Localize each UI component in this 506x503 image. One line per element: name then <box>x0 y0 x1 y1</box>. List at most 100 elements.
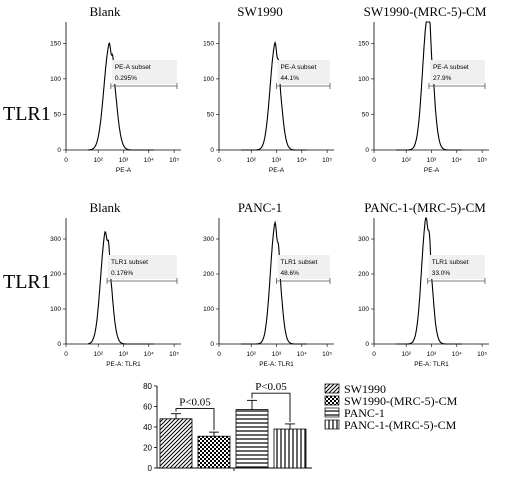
row-label-top: TLR1 <box>3 103 51 125</box>
y-tick-label: 100 <box>203 76 214 83</box>
y-tick-label: 0 <box>57 341 61 348</box>
significance-bracket <box>251 392 291 422</box>
x-tick-label: 10⁵ <box>322 351 332 358</box>
x-tick-label: 10³ <box>427 157 437 164</box>
x-tick-label: 10² <box>401 351 411 358</box>
x-tick-label: 10³ <box>427 351 437 358</box>
y-tick-label: 100 <box>50 306 61 313</box>
gate-label-box <box>108 255 177 279</box>
y-tick-label: 0 <box>57 147 61 154</box>
histogram-curve <box>396 217 462 345</box>
histogram-title-1: Blank <box>89 4 121 19</box>
legend-swatch-1 <box>324 383 340 394</box>
gate-percent: 48.6% <box>281 270 300 277</box>
x-tick-label: 0 <box>64 351 68 358</box>
p-value-label-1: P<0.05 <box>179 397 211 409</box>
gate-name: TLR1 subset <box>281 259 318 266</box>
y-tick-label: 50 <box>54 112 62 119</box>
x-axis-label: PE-A <box>269 167 285 174</box>
x-tick-label: 0 <box>372 351 376 358</box>
x-tick-label: 10² <box>93 351 103 358</box>
histogram-title-5: PANC-1 <box>237 200 283 215</box>
x-tick-label: 10⁴ <box>452 351 462 358</box>
x-tick-label: 10⁵ <box>169 351 179 358</box>
x-tick-label: 10⁵ <box>477 351 487 358</box>
x-tick-label: 10² <box>93 157 103 164</box>
significance-bracket <box>175 408 215 431</box>
x-tick-label: 10² <box>246 351 256 358</box>
y-tick-label: 0 <box>210 147 214 154</box>
y-tick-label: 0 <box>365 341 369 348</box>
gate-name: PE-A subset <box>115 64 151 71</box>
x-tick-label: 0 <box>64 157 68 164</box>
gate-percent: 44.1% <box>281 75 300 82</box>
x-tick-label: 10² <box>401 157 411 164</box>
gate-percent: 27.9% <box>433 75 452 82</box>
bar-y-tick-label: 40 <box>143 423 152 432</box>
histogram-curve <box>396 21 462 151</box>
x-tick-label: 10³ <box>119 157 129 164</box>
bar-y-tick-label: 0 <box>148 464 153 473</box>
x-tick-label: 0 <box>372 157 376 164</box>
y-tick-label: 100 <box>203 306 214 313</box>
gate-label-box <box>429 60 485 84</box>
y-tick-label: 150 <box>50 41 61 48</box>
bar-4 <box>273 428 307 469</box>
histogram-curve <box>241 220 307 345</box>
x-tick-label: 10⁴ <box>297 351 307 358</box>
histogram-curve <box>88 42 154 151</box>
legend-label-4: PANC-1-(MRC-5)-CM <box>344 418 457 432</box>
y-tick-label: 50 <box>207 112 215 119</box>
x-tick-label: 10⁴ <box>297 157 307 164</box>
x-tick-label: 10⁴ <box>144 157 154 164</box>
bar-1 <box>159 418 193 469</box>
y-tick-label: 150 <box>203 41 214 48</box>
x-tick-label: 10⁴ <box>452 157 462 164</box>
bar-chart: 0 20 40 60 80 P<0.05 P<0.05 SW1990SW1990-(MRC-5… <box>143 381 458 473</box>
histogram-title-6: PANC-1-(MRC-5)-CM <box>364 200 486 215</box>
legend-label-2: SW1990-(MRC-5)-CM <box>344 394 458 408</box>
bar-y-tick-label: 20 <box>143 444 152 453</box>
legend-label-1: SW1990 <box>344 382 386 396</box>
x-tick-label: 0 <box>217 351 221 358</box>
x-tick-label: 0 <box>217 157 221 164</box>
gate-label-box <box>428 255 485 279</box>
y-tick-label: 200 <box>358 271 369 278</box>
gate-label-box <box>277 60 330 84</box>
legend-swatch-2 <box>324 395 340 406</box>
bar-2 <box>197 435 231 469</box>
y-tick-label: 0 <box>210 341 214 348</box>
histogram-curve <box>87 230 154 345</box>
x-tick-label: 10⁵ <box>169 157 179 164</box>
y-tick-label: 100 <box>50 76 61 83</box>
y-tick-label: 50 <box>362 112 370 119</box>
histogram-panels: 0 50 100 150 0 10² 10³ 10⁴ 10⁵ PE-A PE-A subset 0.2… <box>50 21 489 368</box>
gate-percent: 0.295% <box>115 75 137 82</box>
x-axis-label: PE-A <box>116 167 132 174</box>
bar-y-tick-label: 60 <box>143 403 152 412</box>
p-value-label-2: P<0.05 <box>255 381 287 393</box>
x-tick-label: 10⁵ <box>477 157 487 164</box>
gate-name: PE-A subset <box>433 64 469 71</box>
bar-y-tick-label: 80 <box>143 382 152 391</box>
histogram-title-3: SW1990-(MRC-5)-CM <box>363 4 487 19</box>
y-tick-label: 100 <box>358 306 369 313</box>
gate-label-box <box>111 60 177 84</box>
x-tick-label: 10³ <box>119 351 129 358</box>
gate-name: TLR1 subset <box>111 259 148 266</box>
legend-swatch-4 <box>324 419 340 430</box>
gate-label-box <box>277 255 330 279</box>
x-axis-label: PE-A: TLR1 <box>106 361 141 368</box>
y-tick-label: 300 <box>358 236 369 243</box>
x-tick-label: 10⁴ <box>144 351 154 358</box>
bar-3 <box>235 409 269 469</box>
x-axis-label: PE-A <box>424 167 440 174</box>
x-tick-label: 10⁵ <box>322 157 332 164</box>
histogram-curve <box>241 40 307 151</box>
x-axis-label: PE-A: TLR1 <box>414 361 449 368</box>
y-tick-label: 150 <box>358 41 369 48</box>
legend-label-3: PANC-1 <box>344 406 385 420</box>
x-axis-label: PE-A: TLR1 <box>259 361 294 368</box>
x-tick-label: 10³ <box>272 351 282 358</box>
